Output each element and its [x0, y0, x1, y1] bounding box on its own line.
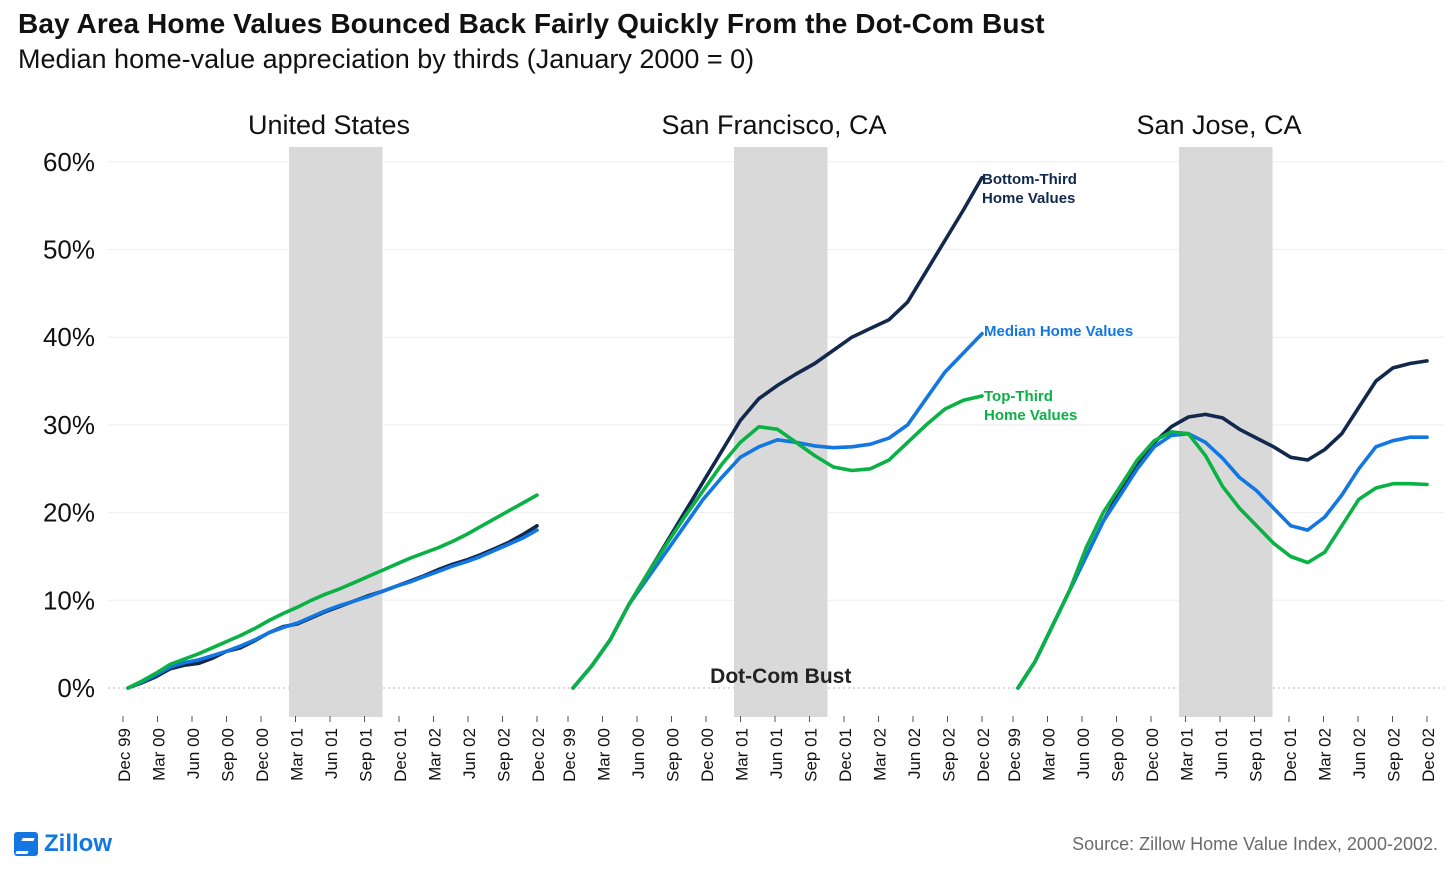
x-tick-label: Dec 00: [698, 728, 717, 782]
x-tick-label: Jun 00: [629, 728, 648, 779]
x-tick-label: Dec 01: [836, 728, 855, 782]
x-tick-label: Sep 02: [1385, 728, 1404, 782]
x-tick-label: Jun 02: [460, 728, 479, 779]
x-tick-label: Mar 01: [288, 728, 307, 781]
y-tick-label: 0%: [57, 673, 95, 703]
x-tick-label: Mar 02: [426, 728, 445, 781]
series-line-top-third: [126, 493, 539, 690]
dot-com-bust-shade: [1179, 147, 1273, 717]
x-tick-label: Mar 02: [1316, 728, 1335, 781]
zillow-logo-icon: [14, 832, 38, 856]
x-tick-label: Sep 02: [495, 728, 514, 782]
x-tick-label: Sep 00: [664, 728, 683, 782]
x-tick-label: Sep 01: [802, 728, 821, 782]
x-tick-label: Jun 02: [1350, 728, 1369, 779]
x-tick-label: Dec 00: [253, 728, 272, 782]
series-line-top-third: [571, 394, 984, 690]
shade-label: Dot-Com Bust: [710, 665, 851, 688]
x-tick-label: Dec 00: [1143, 728, 1162, 782]
chart-subtitle: Median home-value appreciation by thirds…: [18, 44, 755, 74]
x-tick-label: Dec 01: [391, 728, 410, 782]
x-tick-label: Dec 02: [529, 728, 548, 782]
x-tick-label: Sep 00: [1109, 728, 1128, 782]
line-label-bottom-third: Bottom-Third Home Values: [982, 171, 1077, 207]
y-tick-label: 30%: [43, 410, 95, 440]
x-tick-label: Dec 01: [1281, 728, 1300, 782]
source-note: Source: Zillow Home Value Index, 2000-20…: [1072, 834, 1438, 854]
x-tick-label: Dec 02: [974, 728, 993, 782]
x-tick-label: Jun 01: [767, 728, 786, 779]
panel-title: San Jose, CA: [1136, 110, 1301, 140]
line-label-median: Median Home Values: [984, 323, 1133, 340]
logo-text: Zillow: [44, 830, 112, 857]
x-tick-label: Jun 00: [1074, 728, 1093, 779]
series-line-top-third: [1016, 430, 1429, 690]
zillow-logo: Zillow: [14, 830, 112, 858]
x-tick-label: Mar 00: [150, 728, 169, 781]
x-tick-label: Sep 01: [357, 728, 376, 782]
x-tick-label: Mar 02: [871, 728, 890, 781]
x-tick-label: Sep 00: [219, 728, 238, 782]
x-tick-label: Mar 00: [595, 728, 614, 781]
x-tick-label: Dec 99: [1005, 728, 1024, 782]
x-tick-label: Mar 00: [1040, 728, 1059, 781]
x-tick-label: Dec 99: [560, 728, 579, 782]
x-tick-label: Jun 02: [905, 728, 924, 779]
chart-title: Bay Area Home Values Bounced Back Fairly…: [18, 8, 1045, 39]
y-tick-label: 20%: [43, 498, 95, 528]
line-label-top-third: Top-Third Home Values: [984, 388, 1077, 424]
x-tick-label: Jun 01: [1212, 728, 1231, 779]
x-tick-label: Dec 02: [1419, 728, 1438, 782]
y-tick-label: 50%: [43, 235, 95, 265]
x-tick-label: Jun 01: [322, 728, 341, 779]
series-line-median: [1016, 431, 1429, 690]
panel-title: United States: [248, 110, 410, 140]
series-line-median: [126, 528, 539, 690]
y-tick-label: 10%: [43, 585, 95, 615]
x-tick-label: Mar 01: [1178, 728, 1197, 781]
x-tick-label: Sep 01: [1247, 728, 1266, 782]
y-tick-label: 40%: [43, 322, 95, 352]
x-tick-label: Sep 02: [940, 728, 959, 782]
x-tick-label: Dec 99: [115, 728, 134, 782]
x-tick-label: Jun 00: [184, 728, 203, 779]
x-tick-label: Mar 01: [733, 728, 752, 781]
dot-com-bust-shade: [289, 147, 383, 717]
y-tick-label: 60%: [43, 147, 95, 177]
panel-title: San Francisco, CA: [661, 110, 886, 140]
